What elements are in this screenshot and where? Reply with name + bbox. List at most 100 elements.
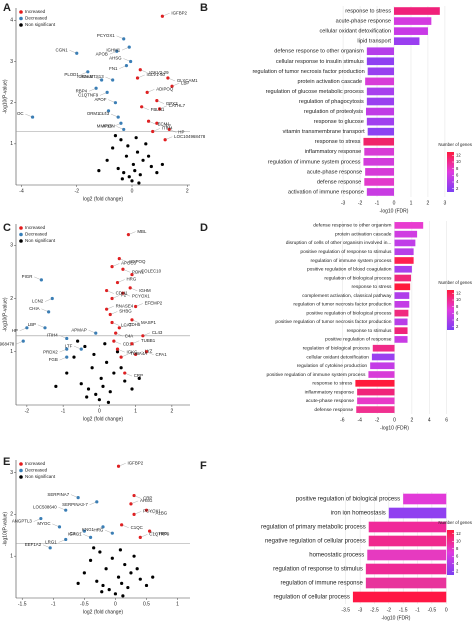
- category-label: response to stimulus: [347, 328, 392, 334]
- point-label: MMP16: [97, 123, 113, 128]
- point-label: ECM1: [158, 121, 171, 126]
- leader-line: [83, 534, 91, 538]
- leader-line: [69, 50, 77, 54]
- category-label: iron ion homeostasis: [331, 511, 386, 517]
- point-label: F7: [166, 123, 172, 128]
- category-label: acute-phase response: [307, 169, 362, 175]
- leader-line: [124, 372, 133, 377]
- bar: [368, 535, 447, 547]
- leader-line: [131, 319, 140, 323]
- colorbar-tick-label: 2: [456, 568, 459, 573]
- data-point: [122, 171, 126, 175]
- data-point: [132, 554, 136, 558]
- y-tick-label: 2: [10, 296, 13, 302]
- colorbar-tick-label: 10: [456, 538, 461, 543]
- y-axis-label: -log10(P-value): [2, 79, 8, 114]
- legend-marker: [19, 462, 23, 466]
- point-label: CATHL7: [169, 103, 186, 108]
- data-point: [167, 127, 171, 132]
- data-point: [97, 168, 101, 173]
- point-label: C1QTNF9: [78, 93, 99, 98]
- point-label: LYZ: [145, 349, 153, 354]
- panel-label: B: [200, 2, 208, 14]
- leader-line: [135, 303, 143, 307]
- leader-line: [119, 258, 127, 262]
- bar: [403, 493, 447, 505]
- leader-line: [130, 287, 138, 292]
- point-label: LCN2: [32, 299, 44, 304]
- colorbar-tick-label: 10: [456, 159, 461, 164]
- point-label: C1QTNF9: [149, 532, 170, 537]
- data-point: [104, 567, 108, 571]
- data-point: [112, 371, 116, 375]
- data-point: [92, 352, 96, 357]
- leader-line: [44, 298, 53, 302]
- leader-line: [149, 530, 157, 535]
- bar: [370, 362, 395, 370]
- x-axis-label: -log10 (FDR): [382, 615, 411, 621]
- leader-line: [33, 518, 41, 522]
- point-label: ANGPTL3: [12, 519, 33, 524]
- data-point: [145, 90, 149, 94]
- colorbar: [447, 290, 454, 330]
- category-label: cellular response to insulin stimulus: [276, 59, 364, 65]
- point-label: PIGR: [22, 274, 33, 279]
- data-point: [133, 168, 137, 173]
- category-label: response to stress: [345, 9, 391, 15]
- leader-line: [147, 89, 155, 93]
- legend-label: Non significant: [25, 22, 56, 27]
- data-point: [126, 144, 130, 148]
- leader-line: [146, 510, 154, 514]
- category-label: regulation of immune system process: [268, 159, 361, 165]
- data-point: [124, 154, 129, 158]
- point-label: CRP: [134, 373, 143, 378]
- bar: [364, 178, 394, 186]
- point-label: APOB: [96, 51, 108, 56]
- bar: [366, 97, 394, 106]
- point-label: CL43: [152, 330, 163, 335]
- data-point: [85, 395, 89, 399]
- x-tick-label: -1.5: [18, 601, 27, 607]
- data-point: [129, 571, 133, 575]
- point-label: FBLN1: [151, 107, 165, 112]
- leader-line: [116, 35, 124, 40]
- category-label: response to stress: [352, 284, 393, 290]
- point-label: TUBB1: [141, 338, 156, 343]
- data-point: [116, 166, 120, 171]
- leader-line: [105, 530, 113, 534]
- category-label: inflammatory response: [305, 389, 355, 395]
- category-label: positive regulation of blood coagulation: [307, 267, 392, 273]
- category-label: regulation of biological process: [324, 275, 392, 281]
- category-label: response to stress: [312, 381, 353, 387]
- data-point: [101, 583, 105, 588]
- bar: [367, 67, 394, 76]
- x-tick-label: 1: [176, 601, 179, 607]
- data-point: [99, 376, 103, 380]
- y-tick-label: 1: [10, 349, 13, 355]
- point-label: AHSG: [109, 56, 122, 61]
- point-label: CD14: [123, 341, 135, 346]
- leader-line: [121, 353, 129, 358]
- leader-line: [113, 340, 122, 345]
- data-point: [65, 371, 69, 375]
- x-tick-label: 3: [444, 200, 447, 206]
- data-point: [108, 390, 112, 394]
- data-point: [110, 556, 114, 560]
- x-tick-label: 0: [393, 417, 396, 423]
- leader-line: [59, 348, 67, 353]
- data-point: [132, 512, 136, 516]
- point-label: CRP: [143, 496, 152, 501]
- data-point: [141, 158, 145, 162]
- x-tick-label: -2: [75, 188, 80, 194]
- category-label: positive regulation of response: [325, 337, 392, 343]
- category-label: complement activation, classical pathway: [302, 293, 392, 299]
- category-label: regulation of phagocytosis: [299, 99, 364, 105]
- y-axis-label: -log10(P-value): [2, 512, 8, 547]
- panel-label: F: [200, 460, 207, 472]
- colorbar-tick-label: 12: [456, 531, 461, 536]
- leader-line: [116, 126, 124, 130]
- x-tick-label: -1: [61, 408, 66, 414]
- point-label: IGFBP2: [171, 10, 187, 15]
- point-label: ADIPOQ: [156, 87, 174, 92]
- leader-line: [112, 295, 120, 299]
